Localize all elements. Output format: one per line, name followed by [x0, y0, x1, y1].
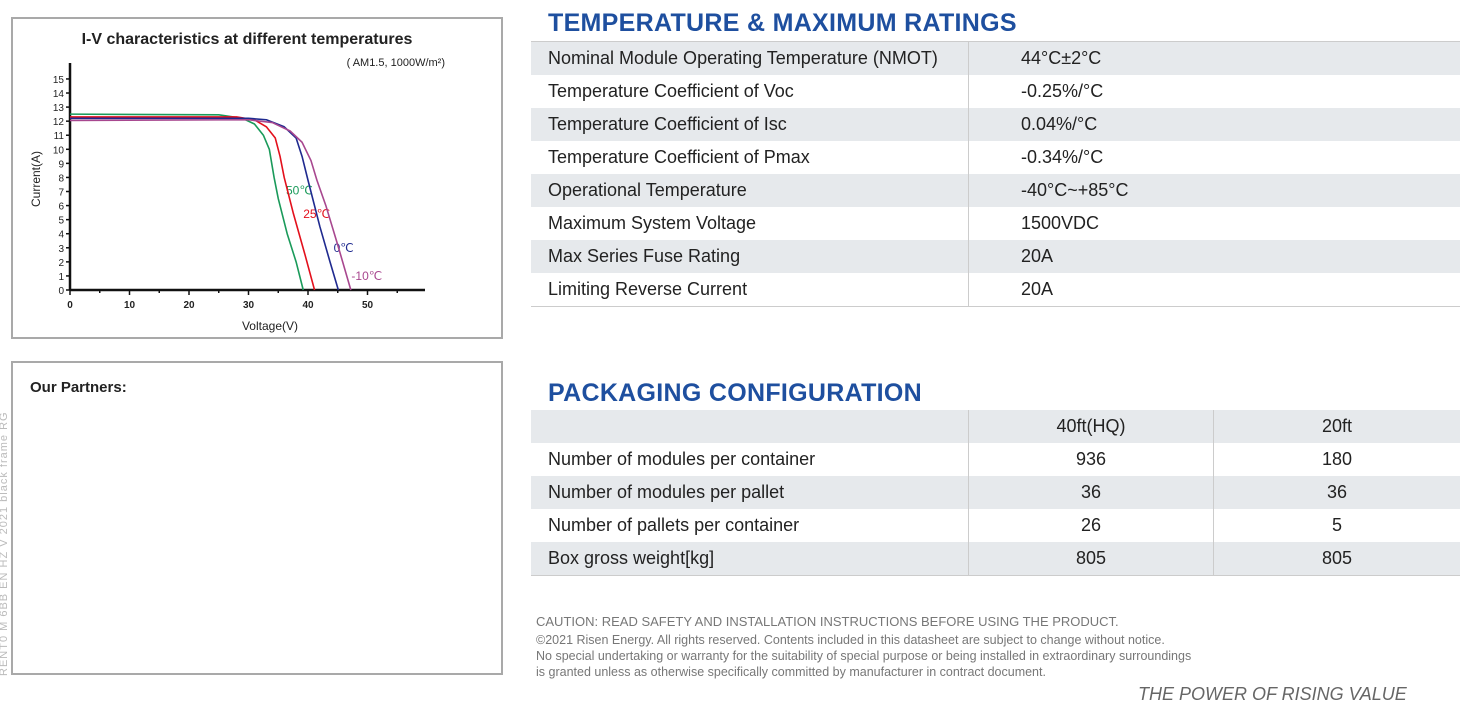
packaging-row: Box gross weight[kg] 805 805	[531, 542, 1460, 576]
curve-label: -10℃	[351, 269, 382, 283]
y-tick-label: 0	[58, 286, 64, 297]
curve-label: 0℃	[334, 241, 354, 255]
packaging-header: 20ft	[1213, 410, 1460, 443]
x-tick-label: 20	[183, 300, 195, 311]
curve-label: 50℃	[286, 183, 313, 197]
temperature-section-title: TEMPERATURE & MAXIMUM RATINGS	[548, 9, 1017, 37]
y-tick-label: 1	[58, 272, 64, 283]
packaging-row: Number of modules per pallet 36 36	[531, 476, 1460, 509]
rating-label: Maximum System Voltage	[531, 207, 969, 240]
rating-label: Temperature Coefficient of Voc	[531, 75, 969, 108]
rating-row: Temperature Coefficient of Pmax -0.34%/°C	[531, 141, 1460, 174]
rating-value: 20A	[1021, 279, 1054, 299]
temperature-ratings-table: Nominal Module Operating Temperature (NM…	[531, 41, 1460, 307]
iv-curve	[70, 116, 316, 291]
x-tick-label: 40	[302, 300, 314, 311]
rating-value: 44°C±2°C	[968, 41, 1460, 75]
disclaimer-line: ©2021 Risen Energy. All rights reserved.…	[536, 633, 1165, 647]
rating-row: Operational Temperature -40°C~+85°C	[531, 174, 1460, 207]
y-tick-label: 4	[58, 230, 64, 241]
packaging-cell: 5	[1331, 515, 1342, 535]
packaging-cell: Box gross weight[kg]	[531, 542, 969, 576]
iv-chart-panel: I-V characteristics at different tempera…	[11, 17, 503, 339]
packaging-cell: 805	[968, 542, 1214, 576]
disclaimer-line: is granted unless as otherwise specifica…	[536, 665, 1046, 679]
y-tick-label: 5	[58, 216, 64, 227]
y-tick-label: 8	[58, 173, 64, 184]
x-tick-label: 0	[67, 300, 73, 311]
rating-value: 0.04%/°C	[968, 108, 1460, 141]
partners-panel: Our Partners:	[11, 361, 503, 675]
iv-chart: I-V characteristics at different tempera…	[29, 31, 445, 333]
rating-row: Maximum System Voltage 1500VDC	[531, 207, 1460, 240]
y-tick-label: 7	[58, 188, 64, 199]
y-tick-label: 3	[58, 244, 64, 255]
iv-curve	[69, 113, 305, 291]
packaging-cell: 26	[968, 509, 1214, 542]
packaging-cell: 936	[968, 443, 1214, 476]
rating-label: Temperature Coefficient of Pmax	[531, 141, 969, 174]
document-code: RENT0 M 6BB EN HZ V 2021 black frame RG	[0, 411, 10, 676]
packaging-row: Number of pallets per container 26 5	[531, 509, 1460, 542]
rating-row: Max Series Fuse Rating 20A	[531, 240, 1460, 273]
y-tick-label: 9	[58, 159, 64, 170]
rating-row: Nominal Module Operating Temperature (NM…	[531, 41, 1460, 75]
y-tick-label: 2	[58, 258, 64, 269]
rating-label: Limiting Reverse Current	[531, 273, 969, 307]
packaging-cell: Number of modules per pallet	[531, 476, 969, 509]
packaging-table: 40ft(HQ) 20ft Number of modules per contai…	[531, 410, 1460, 576]
rating-value: 20A	[968, 240, 1460, 273]
packaging-cell: 805	[1213, 542, 1460, 576]
slogan: THE POWER OF RISING VALUE	[1138, 684, 1407, 704]
packaging-section-title: PACKAGING CONFIGURATION	[548, 379, 923, 407]
packaging-row: Number of modules per container 936 180	[531, 443, 1460, 476]
x-tick-label: 10	[124, 300, 136, 311]
rating-label: Temperature Coefficient of Isc	[531, 108, 969, 141]
disclaimer-line: No special undertaking or warranty for t…	[536, 649, 1192, 663]
partners-title: Our Partners:	[30, 379, 127, 396]
iv-curve	[69, 118, 352, 291]
packaging-cell: Number of pallets per container	[531, 509, 969, 542]
x-tick-label: 50	[362, 300, 374, 311]
rating-label: Operational Temperature	[531, 174, 969, 207]
rating-value: -0.25%/°C	[1021, 81, 1104, 101]
packaging-cell: 36	[1213, 476, 1460, 509]
packaging-header	[531, 410, 969, 443]
footer-disclaimer: CAUTION: READ SAFETY AND INSTALLATION IN…	[536, 614, 1191, 680]
caution-text: CAUTION: READ SAFETY AND INSTALLATION IN…	[536, 614, 1119, 629]
rating-label: Max Series Fuse Rating	[531, 240, 969, 273]
rating-label: Nominal Module Operating Temperature (NM…	[531, 41, 969, 75]
y-tick-label: 13	[53, 103, 65, 114]
packaging-header-row: 40ft(HQ) 20ft	[531, 410, 1460, 443]
x-tick-label: 30	[243, 300, 255, 311]
rating-value: 1500VDC	[1021, 213, 1100, 233]
packaging-cell: 36	[968, 476, 1214, 509]
chart-title: I-V characteristics at different tempera…	[82, 31, 413, 48]
packaging-header: 40ft(HQ)	[968, 410, 1214, 443]
chart-subtitle: ( AM1.5, 1000W/m²)	[347, 57, 445, 69]
y-tick-label: 6	[58, 202, 64, 213]
y-tick-label: 14	[53, 89, 65, 100]
packaging-cell: 180	[1321, 449, 1353, 469]
packaging-cell: Number of modules per container	[531, 443, 969, 476]
y-tick-label: 10	[53, 145, 65, 156]
y-axis-label: Current(A)	[29, 151, 43, 207]
rating-row: Limiting Reverse Current 20A	[531, 273, 1460, 307]
rating-row: Temperature Coefficient of Isc 0.04%/°C	[531, 108, 1460, 141]
rating-value: -0.34%/°C	[1021, 147, 1104, 167]
y-tick-label: 11	[54, 131, 65, 142]
x-axis-label: Voltage(V)	[242, 319, 298, 333]
y-tick-label: 12	[53, 117, 65, 128]
rating-value: -40°C~+85°C	[968, 174, 1460, 207]
y-tick-label: 15	[53, 75, 65, 86]
rating-row: Temperature Coefficient of Voc -0.25%/°C	[531, 75, 1460, 108]
iv-curve	[70, 117, 340, 291]
